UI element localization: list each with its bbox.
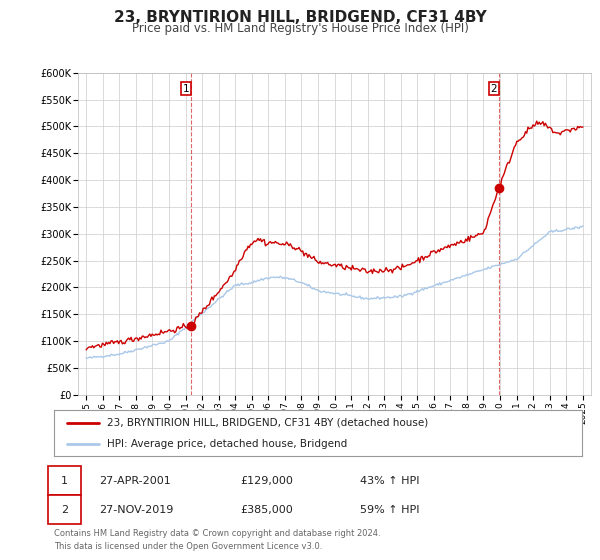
Text: 27-NOV-2019: 27-NOV-2019 — [99, 505, 173, 515]
Text: HPI: Average price, detached house, Bridgend: HPI: Average price, detached house, Brid… — [107, 439, 347, 449]
Text: £385,000: £385,000 — [240, 505, 293, 515]
Text: 23, BRYNTIRION HILL, BRIDGEND, CF31 4BY: 23, BRYNTIRION HILL, BRIDGEND, CF31 4BY — [113, 10, 487, 25]
Text: 59% ↑ HPI: 59% ↑ HPI — [360, 505, 419, 515]
Text: 2: 2 — [490, 84, 497, 94]
Text: 23, BRYNTIRION HILL, BRIDGEND, CF31 4BY (detached house): 23, BRYNTIRION HILL, BRIDGEND, CF31 4BY … — [107, 418, 428, 428]
Text: 2: 2 — [61, 505, 68, 515]
Text: 27-APR-2001: 27-APR-2001 — [99, 475, 171, 486]
Text: Contains HM Land Registry data © Crown copyright and database right 2024.: Contains HM Land Registry data © Crown c… — [54, 529, 380, 538]
Text: 43% ↑ HPI: 43% ↑ HPI — [360, 475, 419, 486]
Text: This data is licensed under the Open Government Licence v3.0.: This data is licensed under the Open Gov… — [54, 542, 322, 551]
Text: £129,000: £129,000 — [240, 475, 293, 486]
Text: 1: 1 — [182, 84, 189, 94]
Text: Price paid vs. HM Land Registry's House Price Index (HPI): Price paid vs. HM Land Registry's House … — [131, 22, 469, 35]
Text: 1: 1 — [61, 475, 68, 486]
